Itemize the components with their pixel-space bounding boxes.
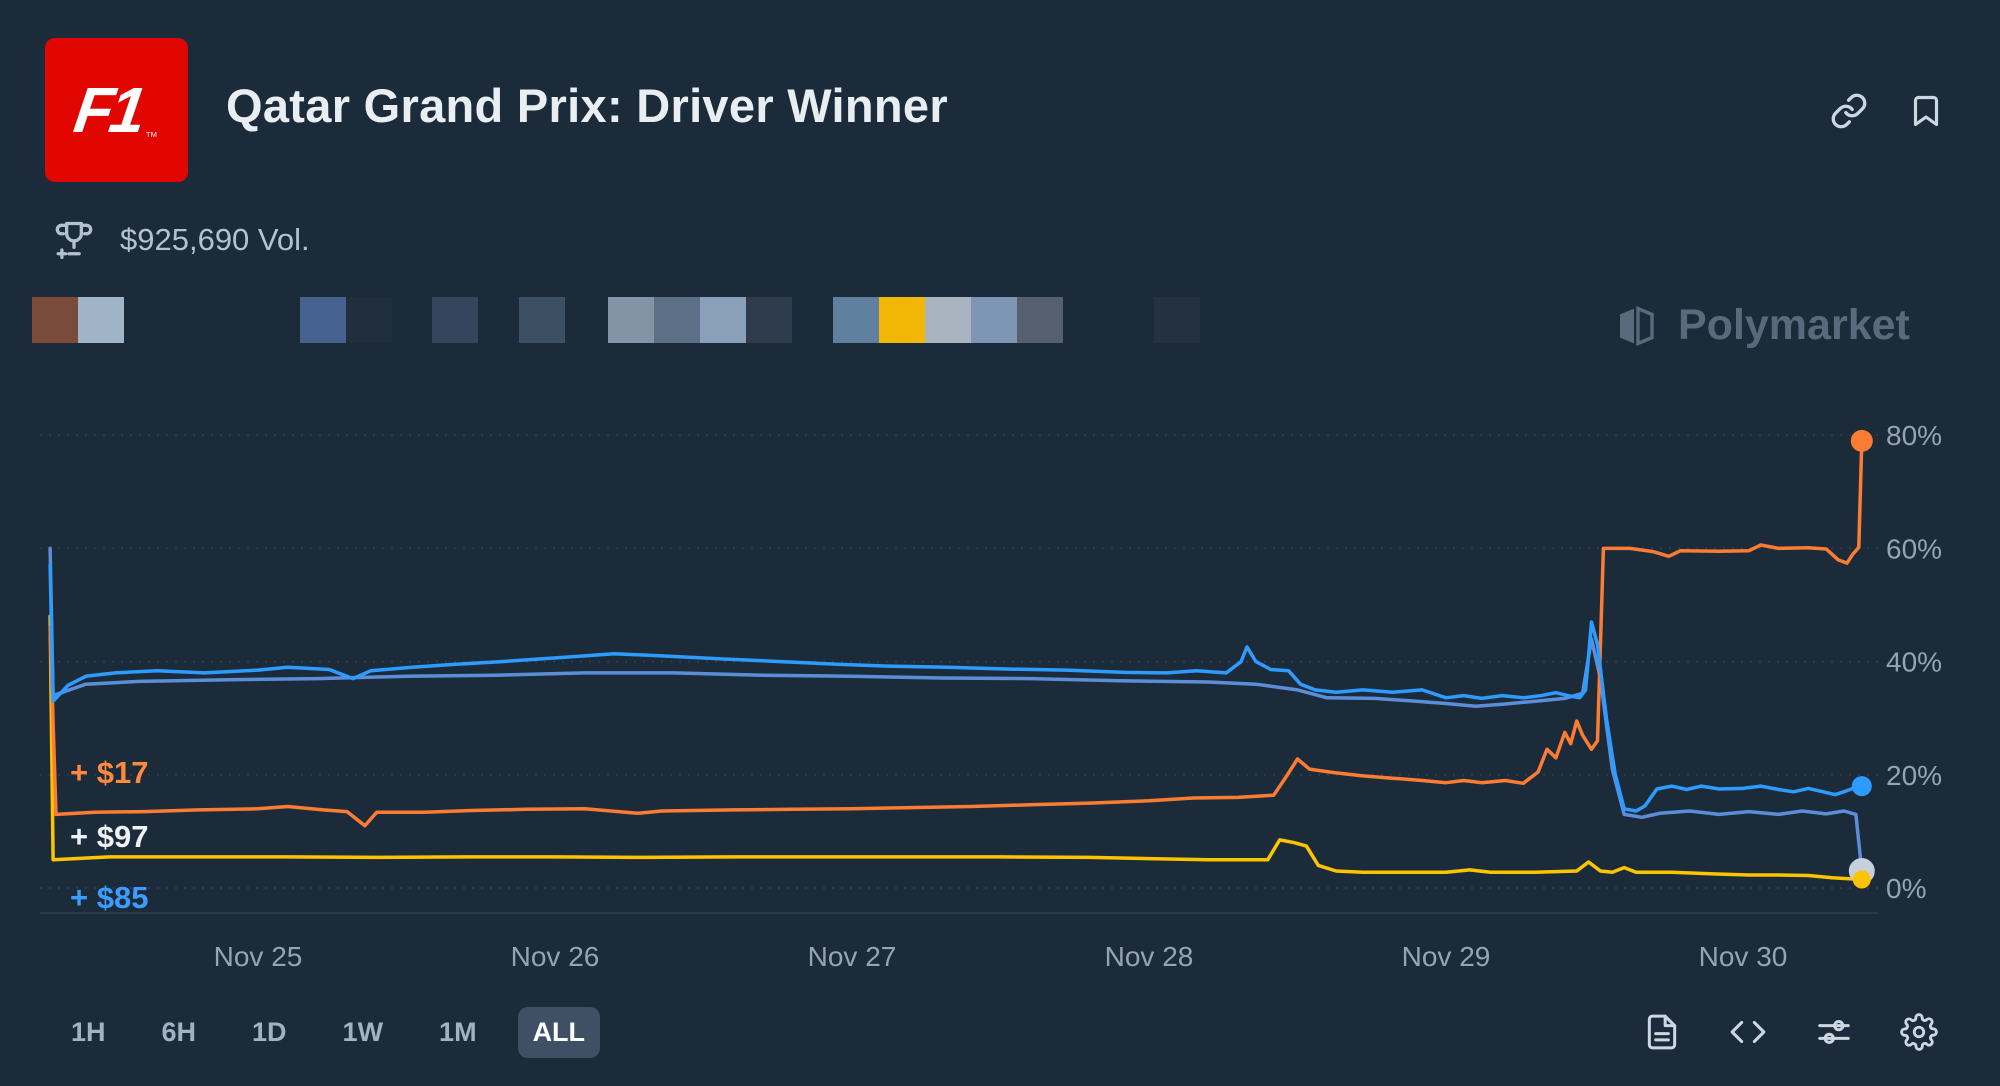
- series-end-dot-outcome-yellow: [1852, 870, 1871, 889]
- outcome-avatar-chip: [608, 297, 654, 343]
- footer-toolbar: 1H 6H 1D 1W 1M ALL: [0, 1003, 2000, 1079]
- series-end-dot-outcome-orange: [1850, 429, 1873, 452]
- outcome-avatar-chip: [346, 297, 392, 343]
- x-axis-label-nov-27: Nov 27: [808, 941, 897, 972]
- y-axis-label-80: 80%: [1886, 420, 1942, 451]
- outcome-avatar-chip: [971, 297, 1017, 343]
- range-button-1d[interactable]: 1D: [237, 1007, 302, 1058]
- time-range-selector: 1H 6H 1D 1W 1M ALL: [56, 1007, 601, 1058]
- header-actions: [1830, 92, 1944, 130]
- embed-code-button[interactable]: [1728, 1013, 1768, 1051]
- volume-row: $925,690 Vol.: [52, 218, 310, 262]
- avatar-chip-group-6: [833, 297, 1063, 343]
- avatar-chip-group-1: [32, 297, 124, 343]
- bookmark-button[interactable]: [1908, 92, 1944, 130]
- news-button[interactable]: [1643, 1013, 1681, 1051]
- series-line-outcome-yellow: [48, 614, 1864, 882]
- outcome-avatar-chip: [78, 297, 124, 343]
- x-axis-label-nov-29: Nov 29: [1402, 941, 1491, 972]
- avatar-chip-group-3: [432, 297, 478, 343]
- x-axis-label-nov-30: Nov 30: [1699, 941, 1788, 972]
- outcome-avatar-chip: [654, 297, 700, 343]
- range-button-6h[interactable]: 6H: [147, 1007, 212, 1058]
- x-axis-label-nov-28: Nov 28: [1105, 941, 1194, 972]
- range-button-all[interactable]: ALL: [517, 1007, 601, 1058]
- avatar-chip-group-4: [519, 297, 565, 343]
- trade-annotation-1: + $17: [70, 755, 148, 790]
- outcome-avatar-chip: [432, 297, 478, 343]
- avatar-chip-group-7: [1154, 297, 1200, 343]
- copy-link-button[interactable]: [1830, 92, 1868, 130]
- outcome-avatar-chip: [519, 297, 565, 343]
- f1-logo-trademark: ™: [144, 129, 158, 144]
- x-axis-label-nov-26: Nov 26: [511, 941, 600, 972]
- volume-text: $925,690 Vol.: [120, 222, 310, 257]
- y-axis-label-0: 0%: [1886, 873, 1926, 904]
- polymarket-watermark-label: Polymarket: [1678, 301, 1910, 349]
- chart-settings-button[interactable]: [1815, 1013, 1853, 1051]
- outcome-avatar-chip: [925, 297, 971, 343]
- range-button-1h[interactable]: 1H: [56, 1007, 121, 1058]
- settings-button[interactable]: [1900, 1013, 1938, 1051]
- y-axis-label-40: 40%: [1886, 647, 1942, 678]
- trade-annotation-2: + $97: [70, 819, 148, 854]
- avatar-chip-group-2: [300, 297, 392, 343]
- avatar-chip-group-5: [608, 297, 792, 343]
- sliders-icon: [1818, 1020, 1850, 1044]
- outcome-avatar-chip: [32, 297, 78, 343]
- trade-annotation-3: + $85: [70, 880, 148, 915]
- footer-icons: [1643, 1013, 1938, 1051]
- outcome-avatar-chip: [833, 297, 879, 343]
- polymarket-watermark[interactable]: Polymarket: [1612, 301, 1910, 350]
- outcome-avatar-chip: [1154, 297, 1200, 343]
- range-button-1m[interactable]: 1M: [424, 1007, 492, 1058]
- market-title[interactable]: Qatar Grand Prix: Driver Winner: [226, 79, 948, 132]
- bookmark-icon: [1913, 95, 1939, 127]
- outcome-avatar-chip: [700, 297, 746, 343]
- range-button-1w[interactable]: 1W: [328, 1007, 399, 1058]
- outcome-avatar-chip: [879, 297, 925, 343]
- y-axis-label-20: 20%: [1886, 760, 1942, 791]
- series-line-outcome-blue: [48, 563, 1864, 813]
- f1-logo[interactable]: F1 ™: [45, 38, 188, 182]
- series-end-dot-outcome-blue: [1851, 776, 1872, 797]
- settings-gear-icon: [1900, 1013, 1938, 1051]
- embed-code-icon: [1730, 1020, 1766, 1044]
- y-axis-label-60: 60%: [1886, 533, 1942, 564]
- outcome-avatar-chip: [300, 297, 346, 343]
- series-line-outcome-light-blue: [48, 546, 1864, 873]
- copy-link-icon: [1831, 93, 1867, 129]
- outcome-avatars-row: [0, 297, 2000, 343]
- trophy-plus-icon: [55, 221, 93, 260]
- x-axis-label-nov-25: Nov 25: [214, 941, 303, 972]
- outcome-avatar-chip: [1017, 297, 1063, 343]
- polymarket-logo-icon: [1620, 305, 1654, 346]
- outcome-avatar-chip: [746, 297, 792, 343]
- series-line-outcome-orange: [48, 439, 1864, 828]
- news-article-icon: [1647, 1014, 1677, 1050]
